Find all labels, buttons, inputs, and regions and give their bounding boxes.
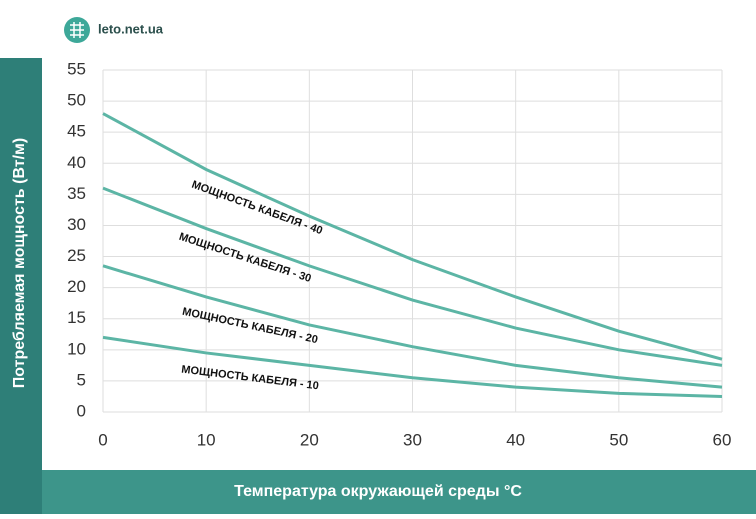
y-tick-label: 20 <box>67 277 86 296</box>
x-axis-title: Температура окружающей среды °C <box>234 483 522 500</box>
logo-icon-grid <box>70 22 84 38</box>
x-tick-label: 20 <box>300 430 319 449</box>
series-line <box>102 112 723 361</box>
y-tick-label: 5 <box>77 370 86 389</box>
y-tick-label: 30 <box>67 215 86 234</box>
series-line <box>102 186 723 367</box>
x-tick-label: 0 <box>98 430 107 449</box>
x-tick-label: 30 <box>403 430 422 449</box>
series-line <box>102 264 723 389</box>
series-line <box>102 335 723 398</box>
y-tick-label: 40 <box>67 153 86 172</box>
y-tick-label: 50 <box>67 91 86 110</box>
x-tick-label: 40 <box>506 430 525 449</box>
x-axis-band <box>42 470 756 514</box>
y-axis-band <box>0 58 42 514</box>
y-tick-label: 25 <box>67 246 86 265</box>
x-tick-label: 10 <box>197 430 216 449</box>
logo <box>64 17 90 43</box>
x-tick-label: 50 <box>609 430 628 449</box>
y-tick-label: 55 <box>67 59 86 78</box>
y-axis-title: Потребляемая мощность (Вт/м) <box>11 138 28 388</box>
y-tick-label: 0 <box>77 401 86 420</box>
y-tick-label: 45 <box>67 122 86 141</box>
x-tick-label: 60 <box>713 430 732 449</box>
y-tick-label: 35 <box>67 184 86 203</box>
y-tick-label: 10 <box>67 339 86 358</box>
y-tick-label: 15 <box>67 308 86 327</box>
brand: leto.net.ua <box>98 21 164 36</box>
